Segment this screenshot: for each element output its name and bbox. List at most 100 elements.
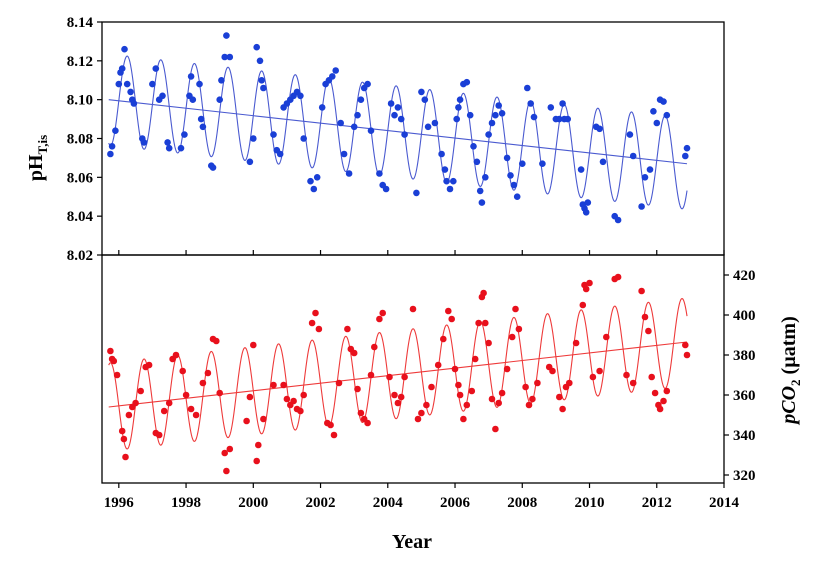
ph-point xyxy=(300,135,308,142)
top-plot-frame xyxy=(101,21,725,256)
pco2-point xyxy=(270,381,277,389)
x-tick-label: 1996 xyxy=(104,495,135,511)
ph-point xyxy=(599,158,607,166)
ph-point xyxy=(196,80,203,88)
pco2-point xyxy=(155,431,163,439)
x-tick-label: 2006 xyxy=(440,495,471,511)
ph-point xyxy=(492,111,499,119)
pco2-point xyxy=(137,387,144,395)
ph-point xyxy=(519,160,526,167)
bottom-y-tick-label: 380 xyxy=(733,348,756,364)
bottom-y-axis-title-unit: (µatm) xyxy=(778,316,800,379)
pco2-point xyxy=(525,401,533,409)
bottom-trend-line xyxy=(108,341,688,408)
pco2-point xyxy=(463,401,471,409)
pco2-point xyxy=(308,319,316,327)
ph-point xyxy=(152,65,160,72)
pco2-point xyxy=(397,393,405,401)
ph-point xyxy=(495,102,503,109)
ph-point xyxy=(332,67,340,74)
ph-point xyxy=(123,80,131,88)
ph-point xyxy=(391,111,398,119)
ph-point xyxy=(614,216,622,224)
ph-point xyxy=(226,53,234,61)
pco2-point xyxy=(534,379,541,387)
ph-point xyxy=(682,152,689,160)
pco2-point xyxy=(367,371,375,379)
ph-point xyxy=(345,170,353,177)
ph-point xyxy=(453,115,461,123)
ph-point xyxy=(564,115,571,123)
pco2-point xyxy=(495,399,503,407)
bottom-y-tick-label: 340 xyxy=(733,428,756,444)
ph-point xyxy=(510,181,518,189)
pco2-point xyxy=(589,373,597,381)
ph-point xyxy=(189,96,197,103)
pco2-point xyxy=(132,399,139,407)
pco2-point xyxy=(645,327,652,335)
ph-point xyxy=(270,131,277,138)
pco2-point xyxy=(485,339,492,347)
pco2-point xyxy=(145,361,153,369)
ph-point xyxy=(337,119,345,127)
pco2-point xyxy=(110,357,118,365)
pco2-point xyxy=(125,411,133,419)
pco2-point xyxy=(223,467,230,475)
bottom-y-axis-title: pCO2 (µatm) xyxy=(778,316,803,425)
ph-point xyxy=(357,96,365,103)
ph-point xyxy=(455,104,462,111)
ph-point xyxy=(177,144,185,152)
ph-point xyxy=(310,185,318,193)
pco2-point xyxy=(354,385,361,393)
top-y-axis-title-sub: T,is xyxy=(35,135,50,155)
pco2-point xyxy=(614,273,622,281)
ph-point xyxy=(354,111,361,119)
top-panel: 8.02 8.04 8.06 8.08 8.10 8.12 8.14 pHT,is xyxy=(25,15,725,264)
pco2-point xyxy=(371,343,378,351)
pco2-point xyxy=(448,315,456,323)
ph-point xyxy=(663,111,671,119)
x-tick-label: 2008 xyxy=(507,495,537,511)
pco2-point xyxy=(165,399,173,407)
pco2-point xyxy=(508,333,516,341)
pco2-point xyxy=(549,367,556,375)
ph-point xyxy=(421,96,429,103)
pco2-point xyxy=(660,397,667,405)
pco2-point xyxy=(682,341,689,349)
ph-point xyxy=(164,139,171,146)
pco2-point xyxy=(460,415,467,423)
pco2-point xyxy=(297,407,304,415)
ph-point xyxy=(431,119,439,127)
pco2-point xyxy=(582,285,590,293)
ph-point xyxy=(313,174,321,181)
ph-point xyxy=(547,104,555,111)
bottom-y-axis-title-sub: 2 xyxy=(788,379,803,386)
ph-point xyxy=(418,88,425,96)
pco2-point xyxy=(468,387,476,395)
ph-point xyxy=(482,174,489,181)
pco2-point xyxy=(391,391,398,399)
ph-point xyxy=(527,100,534,107)
pco2-point xyxy=(179,367,186,375)
bottom-y-tick-label: 400 xyxy=(733,308,756,324)
pco2-point xyxy=(482,319,489,327)
pco2-point xyxy=(204,369,212,377)
ph-point xyxy=(660,98,667,105)
ph-point xyxy=(438,150,445,158)
ph-point xyxy=(127,88,134,96)
ph-point xyxy=(199,123,207,131)
top-y-tick-label: 8.14 xyxy=(67,15,94,31)
pco2-point xyxy=(280,381,287,389)
ph-point xyxy=(556,115,563,123)
ph-point xyxy=(626,131,634,138)
pco2-point xyxy=(480,289,487,297)
pco2-point xyxy=(409,305,417,313)
ph-point xyxy=(181,131,188,138)
ph-point xyxy=(258,77,266,84)
pco2-point xyxy=(213,337,220,345)
pco2-point xyxy=(118,427,126,435)
ph-point xyxy=(108,143,116,150)
pco2-point xyxy=(254,441,262,449)
ph-point xyxy=(318,104,326,111)
pco2-point xyxy=(187,405,195,413)
